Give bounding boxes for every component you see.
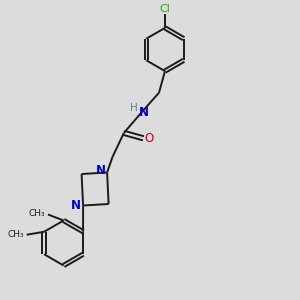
- Text: Cl: Cl: [160, 4, 170, 14]
- Text: H: H: [130, 103, 138, 113]
- Text: CH₃: CH₃: [7, 230, 24, 239]
- Text: O: O: [145, 132, 154, 146]
- Text: N: N: [139, 106, 149, 119]
- Text: N: N: [70, 199, 81, 212]
- Text: N: N: [95, 164, 106, 177]
- Text: CH₃: CH₃: [28, 208, 45, 217]
